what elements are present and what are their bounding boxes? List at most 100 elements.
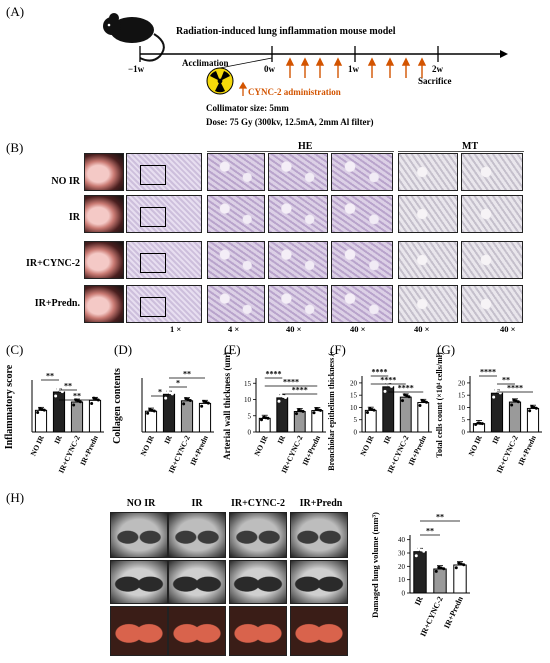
mt-divider [398,151,524,152]
ct-image [168,512,226,558]
histology-image [331,195,393,233]
mag-40x-3: 40 × [414,324,430,334]
mag-4x: 4 × [228,324,240,334]
category-label: NO IR [467,434,484,458]
ct-image [229,606,287,656]
category-label: NO IR [358,434,375,458]
y-tick-label: 10 [350,404,358,412]
data-point [78,400,82,404]
data-point [414,554,418,558]
significance-label: **** [266,370,282,379]
data-point [277,399,281,403]
timeline-diagram: Radiation-induced lung inflammation mous… [103,13,508,127]
histology-image [84,241,124,279]
bar [88,399,102,433]
category-label: IR [275,434,287,446]
data-point [294,412,298,416]
data-point [400,399,404,403]
data-point [168,391,172,395]
data-point [425,400,429,404]
chart-arterial-wall: Arterial wall thickness (um) 0 5 10 15 NO IR I… [222,352,326,475]
category-label: IR [52,434,64,446]
data-point [516,400,520,404]
category-label: IR [162,434,174,446]
histology-image [207,241,265,279]
data-point [439,566,443,570]
col-header-he: HE [298,141,313,152]
data-point [170,392,174,396]
data-point [200,404,204,408]
data-point [437,565,441,569]
y-axis-label: Arterial wall thickness (um) [222,352,232,460]
y-axis-label: Collagen contents [112,368,123,444]
zoom-region-box [140,165,166,185]
data-point [266,416,270,420]
y-tick-label: 0 [248,429,252,437]
y-tick-label: 15 [350,392,358,400]
data-point [422,549,426,553]
data-point [259,418,263,422]
mag-40x-2: 40 × [350,324,366,334]
y-tick-label: 5 [354,416,358,424]
significance-label: * [158,388,162,397]
significance-label: **** [507,384,523,393]
data-point [365,411,369,415]
histology-image [461,285,523,323]
bar [162,393,176,433]
histology-image [398,241,458,279]
category-label: IR [413,595,425,607]
ct-image [229,560,287,604]
tick-minus1w: −1w [128,64,145,74]
ct-image [290,560,348,604]
y-tick-label: 20 [350,379,358,387]
bar [508,401,522,433]
data-point [510,403,514,407]
data-point [478,421,482,425]
category-label: NO IR [29,434,46,458]
significance-label: **** [292,386,308,395]
ct-image [110,512,168,558]
bar [399,396,412,433]
data-point [42,408,46,412]
row-label-no-ir: NO IR [51,176,80,187]
panel-label-f: (F) [330,342,346,357]
acclimation-label: Acclimation [182,58,229,68]
histology-image [84,153,124,191]
data-point [480,422,484,426]
histology-image [84,195,124,233]
col-header-mt: MT [462,141,479,152]
histology-image [398,285,458,323]
significance-label: **** [283,378,299,387]
sacrifice-label: Sacrifice [418,76,451,86]
panel-label-b: (B) [6,140,24,155]
dose-note: Dose: 75 Gy (300kv, 12.5mA, 2mm Al filte… [206,117,373,127]
data-point [418,403,422,407]
y-tick-label: 10 [458,404,466,412]
ct-col-2: IR [191,498,203,509]
ct-image [168,560,226,604]
histology-image [84,285,124,323]
timeline-title: Radiation-induced lung inflammation mous… [176,26,396,37]
histology-image [268,153,328,191]
chart-total-cells: Total cells count (×10⁴ cells/ml) 0 5 10 15 2… [435,352,542,475]
category-label: IR [381,434,393,446]
y-tick-label: 10 [244,396,252,404]
data-point [312,411,316,415]
data-point [284,396,288,400]
bar [276,397,289,433]
data-point [457,561,461,565]
y-axis-label: Inflammatory score [4,364,15,449]
data-point [442,567,446,571]
row-label-ir-predn: IR+Predn. [34,298,80,309]
significance-label: **** [480,368,496,377]
significance-label: **** [398,384,414,393]
y-tick-label: 10 [398,576,406,584]
y-tick-label: 0 [402,590,406,598]
collimator-note: Collimator size: 5mm [206,103,289,113]
panel-label-h: (H) [6,490,25,505]
histology-image [331,241,393,279]
y-axis-label: Bronchiolar epithelium thickness (um) [327,352,336,471]
significance-label: ** [436,513,444,522]
data-point [146,411,150,415]
